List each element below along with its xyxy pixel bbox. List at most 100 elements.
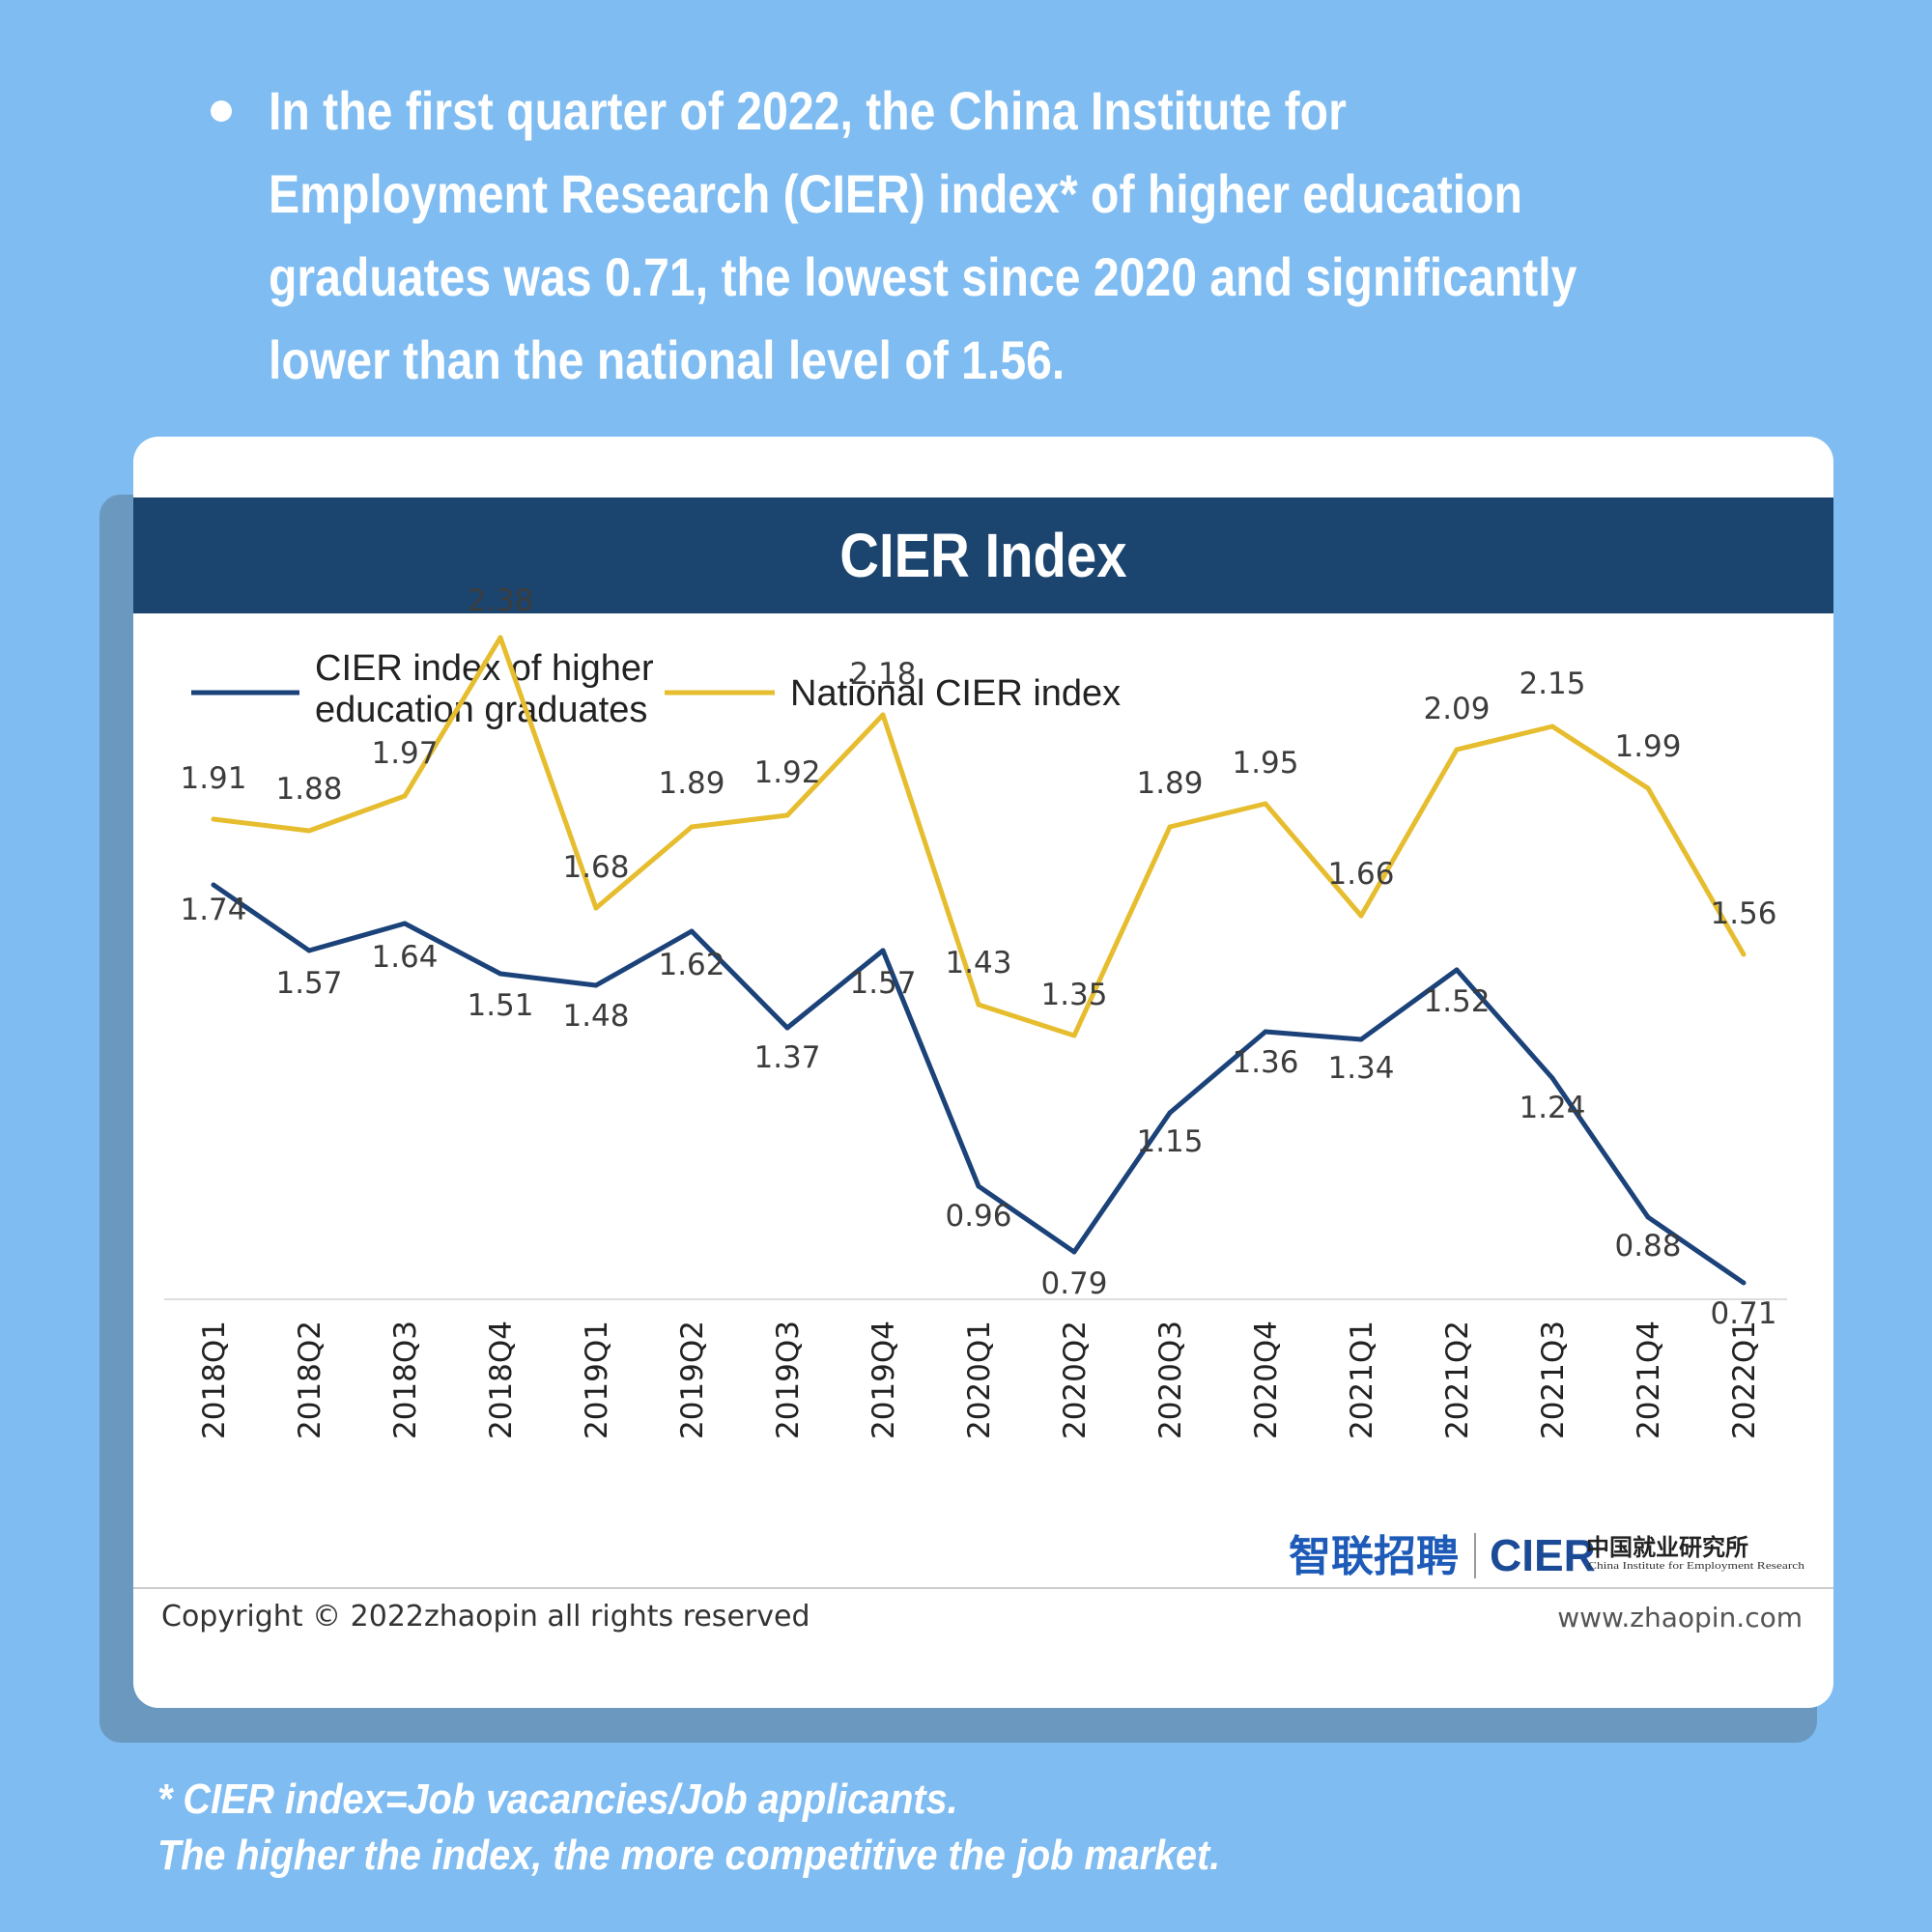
x-tick-2021Q1: 2021Q1 (1345, 1321, 1379, 1439)
national-value-label-2019Q4: 2.18 (849, 657, 916, 692)
chart-card: CIER Index CIER index of higher education… (133, 437, 1833, 1708)
graduates-value-label-2019Q3: 1.37 (753, 1040, 820, 1075)
national-point-2018Q4 (497, 635, 503, 640)
bullet-dot (211, 100, 232, 122)
x-tick-2021Q3: 2021Q3 (1536, 1321, 1571, 1439)
copyright-text: Copyright © 2022zhaopin all rights reser… (161, 1600, 810, 1634)
x-tick-2019Q4: 2019Q4 (867, 1321, 901, 1439)
national-value-label-2020Q2: 1.35 (1040, 978, 1107, 1012)
national-point-2019Q4 (880, 712, 886, 718)
national-point-2021Q4 (1645, 785, 1651, 791)
national-point-2018Q1 (211, 816, 216, 822)
x-tick-2019Q1: 2019Q1 (580, 1321, 614, 1439)
national-point-2018Q2 (306, 828, 312, 834)
footnote-line-2: The higher the index, the more competiti… (157, 1832, 1221, 1879)
graduates-point-2019Q4 (880, 948, 886, 953)
x-tick-2022Q1: 2022Q1 (1727, 1321, 1762, 1439)
graduates-value-label-2019Q1: 1.48 (562, 999, 629, 1034)
national-value-label-2020Q4: 1.95 (1232, 746, 1298, 781)
national-value-label-2022Q1: 1.56 (1710, 896, 1776, 931)
graduates-point-2019Q1 (593, 982, 599, 988)
national-value-label-2018Q2: 1.88 (275, 772, 342, 807)
graduates-value-label-2021Q2: 1.52 (1423, 984, 1490, 1019)
graduates-point-2018Q1 (211, 882, 216, 888)
national-point-2020Q3 (1167, 824, 1173, 830)
zhaopin-logo: 智联招聘 (1289, 1532, 1459, 1581)
national-value-label-2021Q3: 2.15 (1519, 667, 1585, 701)
intro-text: In the first quarter of 2022, the China … (269, 80, 1577, 390)
graduates-value-label-2018Q2: 1.57 (275, 966, 342, 1001)
x-tick-labels: 2018Q1 2018Q2 2018Q3 2018Q4 2019Q1 2019Q2 2019… (197, 1321, 1762, 1439)
x-tick-2019Q3: 2019Q3 (771, 1321, 806, 1439)
value-labels: 1.74 1.57 1.64 1.51 1.48 1.62 1.37 1.57 0.96 0.79… (180, 583, 1776, 1331)
graduates-value-label-2020Q3: 1.15 (1136, 1124, 1203, 1159)
national-value-label-2018Q1: 1.91 (180, 761, 246, 796)
graduates-value-label-2020Q2: 0.79 (1040, 1266, 1107, 1301)
graduates-point-2018Q3 (402, 921, 408, 926)
website-link[interactable]: www.zhaopin.com (1557, 1602, 1803, 1634)
graduates-point-2021Q2 (1454, 967, 1460, 973)
legend-label-national: National CIER index (790, 673, 1121, 714)
national-value-label-2018Q3: 1.97 (371, 736, 438, 771)
national-point-2019Q3 (784, 812, 790, 818)
national-point-2020Q4 (1263, 801, 1268, 807)
x-tick-2019Q2: 2019Q2 (675, 1321, 710, 1439)
cier-logo-chinese: 中国就业研究所 (1586, 1533, 1748, 1561)
national-point-2020Q2 (1071, 1033, 1077, 1038)
national-point-2021Q2 (1454, 747, 1460, 753)
x-tick-2018Q4: 2018Q4 (484, 1321, 519, 1439)
graduates-point-2019Q2 (689, 928, 695, 934)
graduates-value-label-2019Q2: 1.62 (658, 948, 724, 982)
chart-header: CIER Index (133, 497, 1833, 613)
x-tick-2021Q4: 2021Q4 (1632, 1321, 1666, 1439)
graduates-value-label-2021Q1: 1.34 (1327, 1051, 1394, 1086)
national-value-label-2021Q1: 1.66 (1327, 857, 1394, 892)
graduates-point-2020Q1 (976, 1183, 981, 1189)
national-value-label-2019Q3: 1.92 (753, 755, 820, 790)
national-value-label-2020Q1: 1.43 (945, 946, 1011, 980)
cier-logo-english: China Institute for Employment Research (1588, 1560, 1805, 1572)
x-tick-2020Q3: 2020Q3 (1153, 1321, 1188, 1439)
x-tick-2018Q2: 2018Q2 (293, 1321, 327, 1439)
graduates-value-label-2021Q4: 0.88 (1614, 1229, 1681, 1264)
national-value-label-2020Q3: 1.89 (1136, 766, 1203, 801)
national-value-label-2021Q2: 2.09 (1423, 692, 1490, 726)
footnote: * CIER index=Job vacancies/Job applicant… (157, 1772, 1635, 1884)
national-point-2019Q1 (593, 905, 599, 911)
x-tick-2021Q2: 2021Q2 (1440, 1321, 1475, 1439)
graduates-value-label-2018Q1: 1.74 (180, 893, 246, 927)
national-point-2021Q1 (1358, 913, 1364, 919)
chart-title: CIER Index (839, 521, 1127, 590)
national-value-label-2019Q1: 1.68 (562, 850, 629, 885)
legend-label-graduates: education graduates (315, 690, 647, 730)
national-point-2020Q1 (976, 1002, 981, 1008)
graduates-point-2020Q4 (1263, 1029, 1268, 1035)
national-point-2021Q3 (1549, 724, 1555, 729)
x-tick-2020Q4: 2020Q4 (1249, 1321, 1284, 1439)
x-tick-2020Q1: 2020Q1 (962, 1321, 997, 1439)
graduates-point-2021Q3 (1549, 1075, 1555, 1081)
national-point-2018Q3 (402, 793, 408, 799)
graduates-value-label-2019Q4: 1.57 (849, 966, 916, 1001)
footnote-line-1: * CIER index=Job vacancies/Job applicant… (157, 1776, 958, 1823)
graduates-value-label-2018Q3: 1.64 (371, 940, 438, 975)
x-tick-2020Q2: 2020Q2 (1058, 1321, 1093, 1439)
cier-logo: CIER (1490, 1530, 1596, 1580)
graduates-value-label-2018Q4: 1.51 (467, 988, 533, 1023)
national-value-label-2019Q2: 1.89 (658, 766, 724, 801)
graduates-point-2018Q2 (306, 948, 312, 953)
national-value-label-2021Q4: 1.99 (1614, 729, 1681, 764)
x-tick-2018Q1: 2018Q1 (197, 1321, 232, 1439)
graduates-value-label-2022Q1: 0.71 (1710, 1296, 1776, 1331)
x-tick-2018Q3: 2018Q3 (388, 1321, 423, 1439)
graduates-point-2022Q1 (1741, 1280, 1747, 1286)
graduates-point-2021Q1 (1358, 1037, 1364, 1042)
series-layer (211, 635, 1747, 1286)
graduates-point-2020Q2 (1071, 1249, 1077, 1255)
graduates-value-label-2020Q4: 1.36 (1232, 1045, 1298, 1080)
graduates-value-label-2020Q1: 0.96 (945, 1199, 1011, 1234)
graduates-point-2018Q4 (497, 971, 503, 977)
national-value-label-2018Q4: 2.38 (467, 583, 533, 618)
